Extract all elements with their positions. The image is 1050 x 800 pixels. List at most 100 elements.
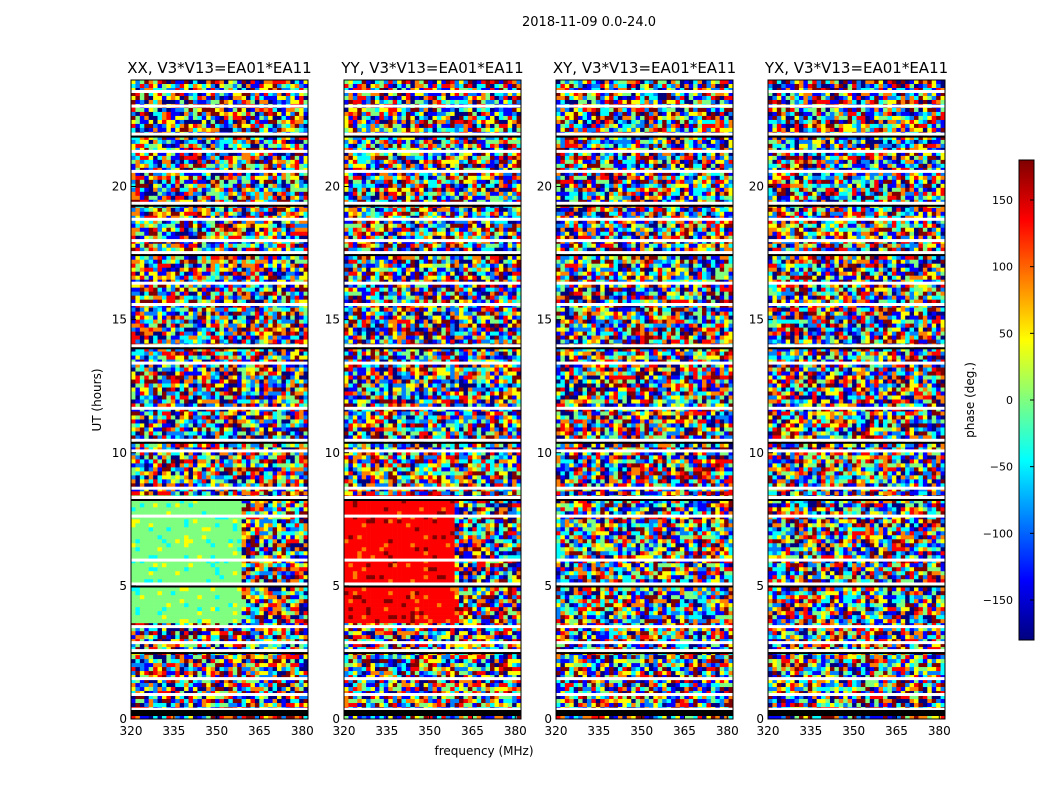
x-tick-label: 365 [461,724,484,738]
colorbar-tick-label: −100 [983,527,1013,540]
gap-band [556,649,733,653]
y-tick-label: 15 [112,313,127,327]
colorbar-label: phase (deg.) [963,362,977,438]
gap-band [131,514,308,518]
gap-band [131,486,308,490]
gap-band [556,217,733,221]
gap-band [344,625,521,629]
gap-band [556,514,733,518]
flag-band [344,585,521,588]
panel-frame [767,79,946,720]
gap-band [556,486,733,490]
flag-band [556,254,733,257]
gap-band [344,217,521,221]
gap-band [344,201,521,205]
flag-band [344,499,521,501]
panel-2: YY, V3*V13=EA01*EA11 320 335 350 365 380 0 5 10 1… [325,59,527,738]
y-tick-label: 5 [332,579,340,593]
gap-band [344,514,521,518]
panel-3: XY, V3*V13=EA01*EA11 320 335 350 365 380 0 5 10 1… [537,59,739,738]
gap-band [768,582,945,586]
gap-band [131,149,308,153]
gap-band [556,361,733,365]
gap-band [344,558,521,562]
gap-band [768,438,945,442]
y-tick-label: 10 [749,446,764,460]
gap-band [131,281,308,285]
y-tick-label: 5 [119,579,127,593]
y-tick-label: 15 [325,313,340,327]
flag-band [556,441,733,444]
panel-frame [343,79,522,720]
gap-band [131,625,308,629]
gap-band [344,361,521,365]
panel-4: YX, V3*V13=EA01*EA11 320 335 350 365 380 0 5 10 1… [749,59,951,738]
gap-band [131,449,308,453]
gap-band [131,641,308,645]
gap-band [556,169,733,173]
y-tick-label: 5 [756,579,764,593]
gap-band [556,558,733,562]
gap-band [131,693,308,696]
gap-band [768,649,945,653]
gap-band [768,201,945,205]
flag-band [131,135,308,138]
flag-band [131,585,308,588]
flag-band [344,710,521,716]
flag-band [344,652,521,655]
x-tick-label: 335 [162,724,185,738]
x-tick-label: 350 [842,724,865,738]
gap-band [344,169,521,173]
gap-band [768,149,945,153]
x-tick-label: 335 [375,724,398,738]
gap-band [131,90,308,93]
gap-band [344,104,521,108]
panel-frame [130,79,309,720]
x-tick-label: 320 [545,724,568,738]
gap-band [344,90,521,93]
flag-band [768,710,945,716]
gap-band [344,649,521,653]
gap-band [556,625,733,629]
flag-band [131,441,308,444]
gap-band [768,303,945,306]
colorbar-tick-label: −150 [983,594,1013,607]
gap-band [556,132,733,136]
gap-band [556,496,733,499]
gap-band [556,693,733,696]
panel-heatmap [344,80,521,719]
gap-band [344,132,521,136]
gap-band [768,406,945,410]
y-tick-label: 10 [112,446,127,460]
flag-band [556,585,733,588]
flag-band [768,441,945,444]
colorbar-tick-label: 150 [992,194,1013,207]
flag-band [131,347,308,350]
gap-band [556,149,733,153]
x-tick-label: 365 [885,724,908,738]
gap-band [344,582,521,586]
gap-band [768,104,945,108]
panel-title: YY, V3*V13=EA01*EA11 [340,59,523,77]
gap-band [131,303,308,306]
colorbar-tick-label: 50 [999,327,1013,340]
gap-band [768,496,945,499]
gap-band [344,438,521,442]
gap-band [131,649,308,653]
flag-band [344,204,521,207]
gap-band [131,582,308,586]
x-tick-label: 335 [587,724,610,738]
gap-band [768,251,945,255]
flag-band [556,499,733,501]
flag-band [768,652,945,655]
gap-band [131,344,308,348]
flag-band [556,204,733,207]
y-axis-label: UT (hours) [90,368,104,431]
gap-band [344,449,521,453]
flag-band [131,499,308,501]
gap-band [556,438,733,442]
flag-band [768,135,945,138]
x-axis-label: frequency (MHz) [434,744,533,758]
x-tick-label: 380 [716,724,739,738]
